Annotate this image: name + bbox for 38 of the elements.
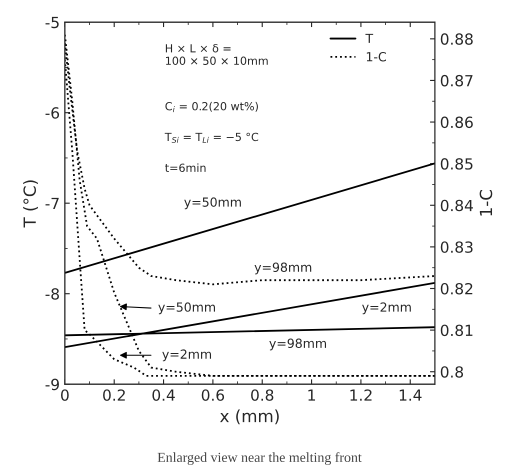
y2-tick-label: 0.87 (440, 74, 472, 86)
y2-tick-label: 0.86 (440, 116, 473, 128)
annotation: t=6min (165, 163, 206, 172)
y2-tick-label: 0.8 (440, 366, 464, 378)
y-axis-title: T (°C) (23, 180, 38, 228)
legend-label: 1-C (366, 52, 386, 62)
y2-tick-label: 0.84 (440, 200, 473, 212)
y-tick-label: -7 (46, 198, 59, 209)
legend-label: T (365, 34, 374, 43)
x-tick-label: 0.8 (251, 389, 274, 401)
annotation: y=50mm (158, 302, 215, 314)
x-tick-label: 0.6 (202, 389, 224, 401)
annotation: y=98mm (254, 262, 312, 274)
y2-tick-label: 0.85 (440, 158, 472, 170)
y2-tick-label: 0.82 (440, 282, 472, 295)
x-tick-label: 1.4 (400, 390, 422, 401)
x-tick-label: 0.4 (152, 389, 175, 401)
annotation: H × L × δ = 100 × 50 × 10mm (166, 44, 268, 65)
y-tick-label: -6 (46, 107, 60, 119)
x-tick-label: 1.2 (350, 389, 372, 401)
annotation: y=2mm (162, 349, 212, 362)
annotation: y=98mm (269, 338, 326, 350)
text: Enlarged view near the melting front (158, 452, 362, 465)
annotation: C$_{i}$ = 0.2(20 wt%) (165, 102, 258, 112)
y2-axis-title: 1-C (480, 190, 492, 216)
y-tick-label: -9 (46, 378, 59, 390)
y2-tick-label: 0.83 (440, 241, 473, 253)
annotation: y=50mm (184, 197, 241, 210)
annotation: y=2mm (362, 302, 411, 314)
annotation: T$_{Si}$ = T$_{Li}$ = −5 °C (164, 132, 258, 143)
y-tick-label: -5 (46, 16, 59, 28)
y2-tick-label: 0.81 (440, 324, 472, 336)
y-tick-label: -8 (46, 288, 59, 300)
x-tick-label: 1 (308, 390, 316, 401)
x-tick-label: 0 (61, 389, 69, 401)
y2-tick-label: 0.88 (440, 33, 473, 45)
x-tick-label: 0.2 (103, 389, 125, 401)
x-axis-title: x (mm) (220, 409, 279, 424)
